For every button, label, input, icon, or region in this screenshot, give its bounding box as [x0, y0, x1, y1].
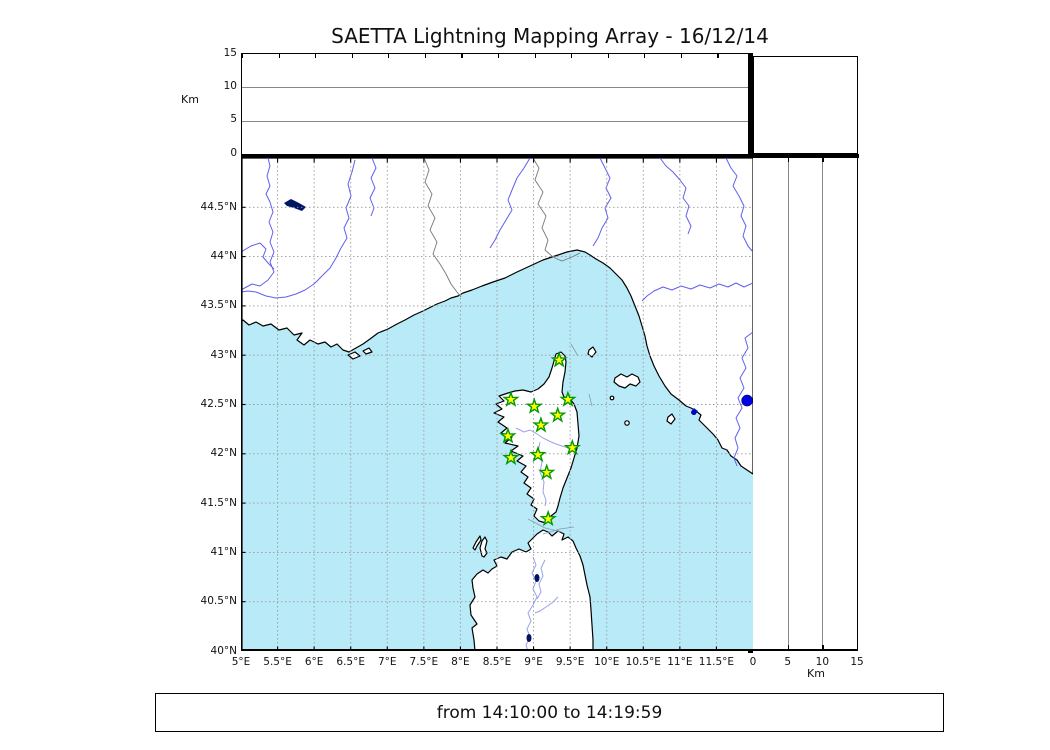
lon-tick-label: 7°E — [377, 656, 397, 668]
right-panel-tickmark — [822, 645, 824, 649]
lat-tick-label: 40.5°N — [200, 595, 237, 608]
lon-tick-label: 5.5°E — [263, 656, 292, 668]
lat-tick-label: 44.5°N — [200, 200, 237, 213]
sardinia-lake-2 — [526, 634, 532, 642]
giglio-island — [666, 413, 676, 425]
km-tick-label: 5 — [784, 656, 791, 668]
top-panel-tickmark — [498, 54, 500, 58]
lat-tick-label: 41°N — [210, 545, 237, 558]
km-unit-label-right: Km — [807, 667, 825, 680]
altitude-longitude-panel[interactable] — [241, 53, 751, 155]
altitude-gridline — [822, 158, 824, 649]
alt-tick-label: 5 — [230, 113, 237, 126]
top-panel-tickmark — [571, 54, 573, 58]
figure-title: SAETTA Lightning Mapping Array - 16/12/1… — [331, 24, 769, 48]
lat-tick-label: 43.5°N — [200, 299, 237, 312]
lma-station-marker — [550, 350, 568, 368]
lon-tick-label: 5°E — [231, 656, 251, 668]
river-lines — [240, 157, 754, 467]
lma-station-marker — [529, 445, 547, 463]
sardinia-island — [469, 529, 594, 652]
lon-tick-label: 6.5°E — [336, 656, 365, 668]
lma-station-marker — [538, 463, 556, 480]
lat-tick-label: 42.5°N — [200, 398, 237, 410]
lightning-sources-layer — [691, 394, 753, 416]
sardinia-lake — [534, 574, 540, 582]
alt-tick-label: 0 — [230, 146, 237, 159]
lat-tick-label: 43°N — [210, 348, 237, 361]
km-tick-label: 15 — [850, 656, 864, 668]
top-panel-tickmark — [607, 54, 609, 58]
top-panel-tickmark — [351, 54, 353, 58]
lon-tick-label: 7.5°E — [409, 656, 439, 668]
top-panel-tickmark — [278, 54, 280, 58]
altitude-latitude-panel[interactable] — [753, 158, 858, 651]
lma-station-marker — [502, 448, 520, 466]
lat-tick-label: 42°N — [210, 447, 237, 460]
top-panel-tickmark — [461, 54, 463, 58]
km-tick-label: 10 — [815, 656, 830, 668]
lma-station-marker — [499, 426, 517, 444]
lightning-source-dot — [691, 409, 697, 416]
corsica-island — [493, 351, 580, 524]
lon-tick-label: 8.5°E — [482, 656, 512, 668]
lma-station-marker — [539, 509, 557, 527]
lma-station-marker — [549, 406, 567, 423]
altitude-gridline — [787, 158, 789, 649]
pianosa-island — [609, 395, 615, 401]
right-panel-tickmark — [822, 158, 824, 162]
top-panel-tickmark — [315, 54, 317, 58]
lma-station-marker — [502, 390, 520, 407]
lon-tick-label: 9°E — [524, 656, 543, 668]
station-markers-layer — [499, 350, 582, 527]
lightning-source-dot — [741, 394, 753, 407]
top-panel-tickmark — [388, 54, 390, 58]
elba-island — [613, 373, 641, 389]
km-unit-label-top: Km — [181, 93, 199, 106]
lon-tick-label: 9.5°E — [555, 656, 585, 668]
lon-tick-label: 10°E — [594, 656, 620, 668]
right-panel-tickmark — [787, 158, 789, 162]
lma-station-marker — [525, 397, 544, 414]
lon-tick-label: 11°E — [667, 656, 693, 668]
lon-tick-label: 11.5°E — [698, 656, 735, 668]
top-panel-tickmark — [644, 54, 646, 58]
top-panel-tickmark — [242, 54, 244, 58]
admin-borders — [423, 157, 581, 298]
time-range-box: from 14:10:00 to 14:19:59 — [155, 693, 944, 732]
lma-station-marker — [532, 416, 550, 433]
altitude-gridline — [242, 120, 750, 122]
hyeres-island-2 — [362, 347, 373, 355]
km-tick-label: 0 — [749, 656, 757, 668]
montecristo-island — [624, 420, 630, 426]
lon-tick-label: 6°E — [304, 656, 324, 668]
corner-panel — [753, 56, 858, 154]
lon-tick-label: 10.5°E — [625, 656, 661, 668]
lat-tick-label: 41.5°N — [200, 496, 237, 509]
lma-station-marker — [563, 438, 582, 456]
lat-tick-label: 40°N — [210, 644, 237, 657]
alt-tick-label: 15 — [223, 46, 237, 59]
right-panel-tickmark — [787, 645, 789, 649]
altitude-gridline — [242, 87, 750, 89]
alt-tick-label: 10 — [223, 79, 237, 92]
top-panel-tickmark — [717, 54, 719, 58]
lon-tick-label: 8°E — [451, 656, 470, 668]
lma-station-marker — [559, 390, 577, 407]
top-panel-tickmark — [680, 54, 683, 58]
time-range-label: from 14:10:00 to 14:19:59 — [436, 702, 663, 723]
serre-poncon-lake — [284, 199, 306, 211]
capraia-island — [587, 346, 597, 358]
top-panel-tickmark — [534, 54, 536, 58]
asinara-island — [472, 535, 482, 551]
lat-tick-label: 44°N — [210, 250, 237, 263]
top-panel-tickmark — [424, 54, 427, 58]
map-gridlines — [241, 158, 753, 651]
horizontal-panel-divider — [241, 153, 859, 158]
map-panel[interactable] — [240, 157, 754, 652]
